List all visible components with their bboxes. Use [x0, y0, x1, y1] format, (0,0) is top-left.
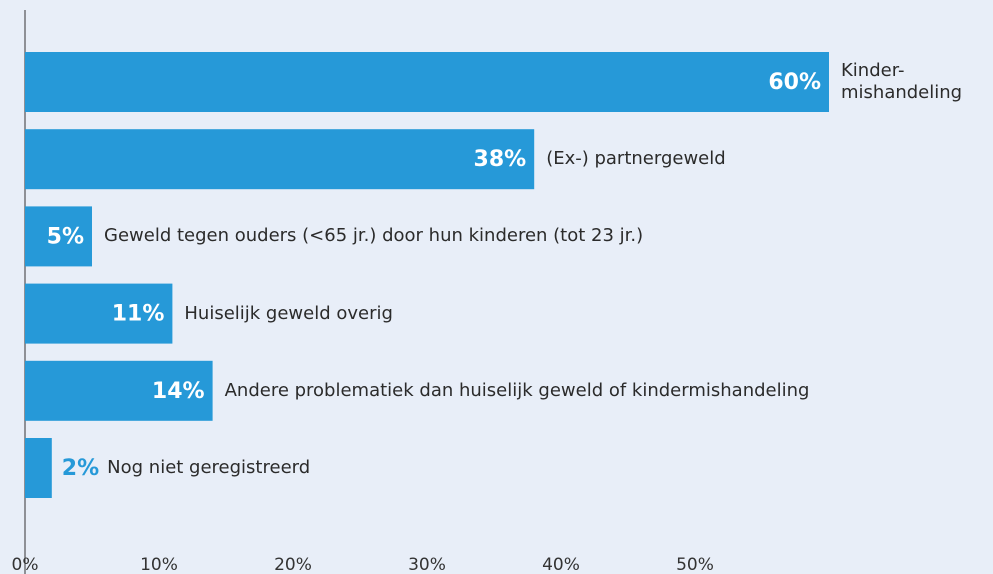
x-tick-label: 10% [140, 555, 178, 574]
x-tick-label: 50% [676, 555, 714, 574]
x-tick-label: 20% [274, 555, 312, 574]
x-tick-label: 40% [542, 555, 580, 574]
category-label: (Ex-) partnergeweld [546, 148, 726, 170]
bar [25, 52, 829, 112]
bar [25, 283, 173, 344]
value-label: 60% [768, 70, 821, 95]
value-label: 2% [62, 456, 99, 481]
bar [25, 360, 213, 421]
value-label: 5% [47, 224, 84, 249]
x-tick-label: 0% [12, 555, 39, 574]
category-label: Andere problematiek dan huiselijk geweld… [224, 379, 810, 401]
value-label: 38% [474, 147, 527, 172]
value-label: 14% [152, 379, 205, 404]
value-label: 11% [112, 302, 165, 327]
category-label: Huiselijk geweld overig [184, 302, 393, 324]
bar [25, 206, 92, 267]
category-label: Nog niet geregistreerd [107, 457, 311, 478]
category-label: Kinder- mishandeling [841, 60, 963, 103]
x-tick-label: 30% [408, 555, 446, 574]
category-label: Geweld tegen ouders (<65 jr.) door hun k… [104, 225, 644, 247]
bar [25, 129, 535, 190]
bar [25, 438, 52, 498]
